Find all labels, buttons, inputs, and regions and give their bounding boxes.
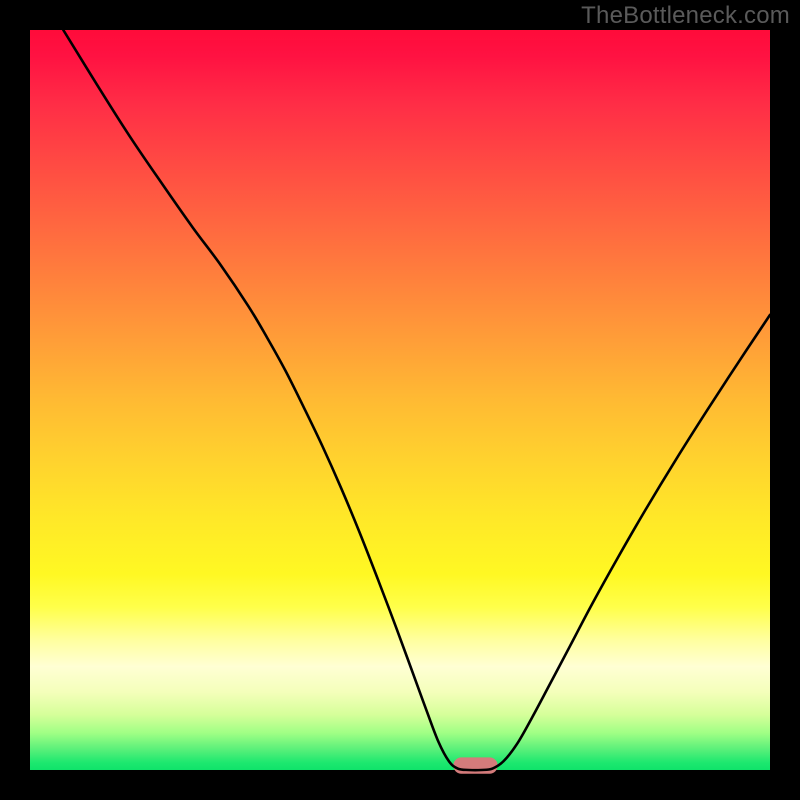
- plot-gradient-area: [30, 30, 770, 770]
- chart-container: TheBottleneck.com: [0, 0, 800, 800]
- bottleneck-chart: [0, 0, 800, 800]
